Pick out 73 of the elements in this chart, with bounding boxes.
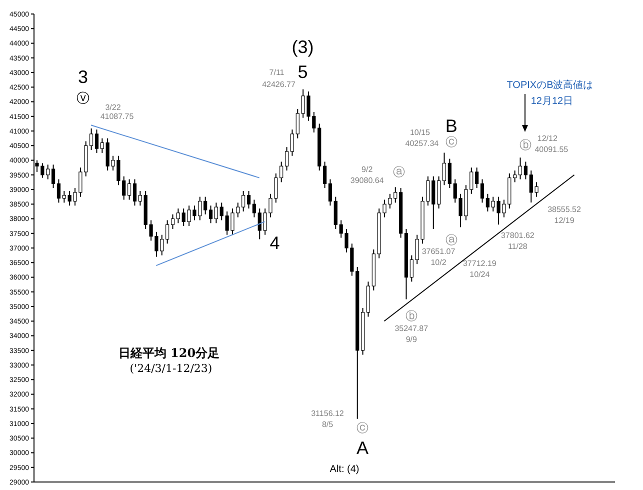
annotation: ⓐ (446, 233, 458, 247)
annotation: 41087.75 (100, 112, 134, 121)
text: 日経平均 120分足 (118, 345, 220, 362)
candlestick (322, 161, 327, 189)
annotation: TOPIXのB波高値は (506, 80, 594, 91)
annotation: 38555.52 (548, 205, 581, 214)
candlestick (284, 146, 289, 171)
annotation: 9/2 (362, 165, 373, 174)
annotation: 9/9 (406, 335, 417, 344)
candlestick (132, 178, 137, 206)
annotation: A (356, 438, 369, 458)
candlestick (138, 190, 142, 206)
annotation: ⓒ (445, 135, 458, 149)
candlestick (246, 190, 251, 210)
candlestick (442, 152, 446, 186)
candlestick (166, 220, 170, 244)
candlestick (486, 193, 490, 212)
candlestick (214, 202, 218, 224)
candlestick (480, 178, 484, 204)
candlestick (513, 170, 517, 183)
annotation: 42426.77 (262, 80, 296, 89)
annotation: B (445, 116, 458, 136)
annotation: 39080.64 (350, 176, 384, 185)
annotation: 5 (298, 62, 308, 82)
candlestick (290, 129, 294, 156)
annotation: 10/24 (470, 270, 490, 279)
candlestick (51, 164, 56, 189)
candlestick (128, 178, 132, 200)
candlestick (524, 161, 528, 180)
candlestick (242, 190, 246, 212)
candlestick (176, 208, 180, 224)
annotation: 35247.87 (394, 324, 428, 333)
annotation: 37651.07 (422, 247, 456, 256)
annotation: 8/5 (322, 420, 334, 429)
annotation: 40091.55 (534, 145, 568, 154)
annotation: 31156.12 (311, 409, 344, 418)
candlestick (56, 178, 61, 204)
candlestick (90, 128, 94, 151)
candlestick (204, 196, 208, 215)
annotation: 37801.62 (500, 231, 534, 240)
candlestick (208, 205, 213, 224)
annotation: 40257.34 (405, 139, 439, 148)
annotation: 37712.19 (462, 259, 496, 268)
text: ('24/3/1-12/23) (130, 362, 212, 375)
candlestick (448, 158, 452, 189)
candlestick (410, 254, 414, 282)
annotation: 12/19 (554, 216, 574, 225)
annotation: 7/11 (269, 68, 284, 77)
candlestick (518, 157, 522, 180)
annotation: ⓐ (393, 165, 406, 179)
annotation: 4 (270, 233, 280, 253)
candlestick (437, 176, 441, 210)
candlestick (62, 190, 66, 204)
annotation: ⓑ (405, 309, 418, 323)
annotation: Alt: (4) (330, 464, 360, 475)
candlestick (252, 199, 256, 218)
annotation: 3/22 (105, 103, 121, 112)
annotation: ⓥ (76, 90, 90, 106)
annotation: 10/2 (430, 258, 446, 267)
candlestick (100, 138, 104, 154)
annotation: 12月12日 (530, 96, 574, 107)
candlestick (94, 129, 99, 154)
annotation: 10/15 (410, 128, 430, 137)
annotation: (3) (292, 37, 314, 57)
candlestick (328, 178, 332, 206)
annotation: 3 (78, 67, 88, 87)
candlestick (475, 167, 479, 189)
candlestick (280, 161, 284, 183)
annotation: ⓒ (356, 421, 368, 435)
candlestick (170, 214, 175, 230)
annotation: 12/12 (537, 134, 558, 143)
annotation: ⓑ (519, 138, 532, 152)
annotation: 11/28 (508, 242, 528, 251)
